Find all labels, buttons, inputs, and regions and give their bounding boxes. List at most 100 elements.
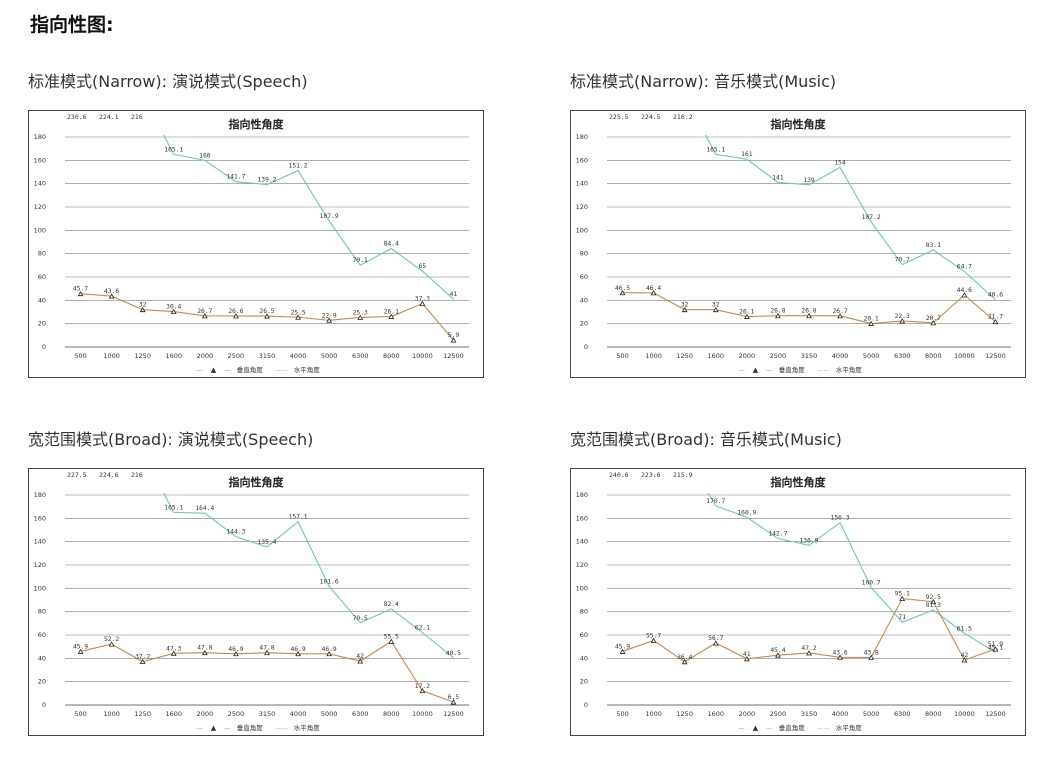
vertical-angle-marker — [775, 312, 781, 319]
x-tick-label: 8000 — [925, 352, 942, 360]
horizontal-value-label: 64.7 — [957, 264, 972, 271]
vertical-angle-marker — [233, 313, 239, 319]
horizontal-value-label: 84.4 — [384, 241, 399, 248]
legend-horizontal-label: 水平角度 — [835, 366, 862, 374]
horizontal-angle-series — [163, 493, 454, 659]
vertical-angle-marker — [899, 595, 906, 601]
x-tick-label: 1000 — [645, 710, 662, 718]
overflow-value-label: 224.5 — [641, 113, 661, 121]
vertical-value-label: 20.7 — [926, 315, 941, 322]
vertical-angle-marker — [806, 650, 812, 656]
vertical-angle-marker — [264, 649, 270, 656]
vertical-value-label: 26.7 — [197, 308, 212, 315]
x-tick-label: 10000 — [412, 710, 433, 718]
x-tick-label: 5000 — [321, 352, 338, 360]
x-tick-label: 4000 — [832, 352, 849, 360]
x-tick-label: 10000 — [954, 710, 975, 718]
x-tick-label: 2000 — [739, 352, 756, 360]
horizontal-value-label: 165.1 — [164, 146, 183, 153]
x-tick-label: 3150 — [801, 352, 818, 360]
vertical-angle-marker — [681, 659, 688, 665]
x-tick-label: 4000 — [832, 710, 849, 718]
vertical-angle-marker — [650, 290, 657, 296]
vertical-value-label: 25.5 — [290, 309, 305, 316]
vertical-value-label: 5.9 — [448, 332, 460, 339]
y-tick-label: 120 — [576, 561, 588, 569]
legend-horizontal-swatch: —— — [816, 366, 830, 374]
vertical-angle-marker — [419, 687, 426, 694]
x-tick-label: 1600 — [165, 352, 182, 360]
y-tick-label: 100 — [576, 226, 588, 234]
chart-title: 指向性角度 — [770, 476, 826, 489]
legend-horizontal-swatch: —— — [274, 724, 288, 732]
horizontal-value-label: 136.9 — [800, 537, 819, 544]
horizontal-value-label: 160.9 — [737, 509, 756, 516]
horizontal-value-label: 40.6 — [988, 292, 1003, 299]
chart-title: 指向性角度 — [770, 118, 826, 131]
chart-svg: 0 20 40 60 80 100 120 140 160 180 500 1000 1250 1600 2… — [576, 133, 1011, 360]
vertical-value-label: 26.7 — [832, 308, 847, 315]
x-tick-label: 12500 — [985, 352, 1006, 360]
y-tick-label: 180 — [576, 133, 588, 141]
chart-panel-broad-speech: 宽范围模式(Broad): 演说模式(Speech) 0 20 40 60 80 100 12… — [28, 426, 484, 736]
chart-frame: 0 20 40 60 80 100 120 140 160 180 500 1000 1250 1600 2… — [570, 468, 1026, 736]
vertical-angle-marker — [837, 313, 843, 319]
y-tick-label: 60 — [38, 273, 46, 281]
y-tick-label: 100 — [34, 226, 46, 234]
vertical-value-label: 92.5 — [926, 594, 941, 601]
vertical-value-label: 46.9 — [228, 646, 243, 653]
overflow-value-label: 224.1 — [99, 113, 119, 121]
horizontal-value-label: 170.7 — [706, 498, 725, 505]
y-tick-label: 20 — [580, 678, 588, 686]
x-tick-label: 6300 — [352, 352, 369, 360]
x-tick-label: 10000 — [412, 352, 433, 360]
y-tick-label: 20 — [38, 678, 46, 686]
x-tick-label: 12500 — [443, 352, 464, 360]
vertical-value-label: 45.9 — [73, 643, 88, 650]
horizontal-value-label: 156.3 — [831, 515, 850, 522]
vertical-value-label: 47.2 — [801, 645, 816, 652]
panel-title: 宽范围模式(Broad): 演说模式(Speech) — [28, 430, 314, 449]
chart-panel-narrow-music: 标准模式(Narrow): 音乐模式(Music) 0 20 40 60 80 100 120… — [570, 68, 1026, 378]
vertical-value-label: 17.2 — [415, 683, 430, 690]
legend-horizontal: —— 水平角度 — [813, 366, 862, 374]
x-tick-label: 2000 — [197, 710, 214, 718]
horizontal-angle-series — [707, 493, 996, 653]
horizontal-value-label: 157.1 — [289, 514, 308, 521]
x-tick-label: 500 — [74, 710, 86, 718]
y-tick-label: 160 — [576, 156, 588, 164]
vertical-angle-marker — [295, 650, 301, 657]
x-tick-label: 1600 — [165, 710, 182, 718]
vertical-angle-marker — [992, 646, 999, 652]
x-tick-label: 2000 — [197, 352, 214, 360]
legend-vertical-swatch: — ▲ — — [738, 724, 773, 732]
y-tick-label: 20 — [38, 320, 46, 328]
horizontal-value-label: 164.4 — [195, 505, 214, 512]
chart-svg: 0 20 40 60 80 100 120 140 160 180 500 1000 1250 1600 2… — [34, 133, 469, 360]
x-tick-label: 5000 — [321, 710, 338, 718]
vertical-value-label: 45.4 — [770, 647, 785, 654]
vertical-value-label: 43.8 — [864, 649, 879, 656]
panel-title: 宽范围模式(Broad): 音乐模式(Music) — [570, 430, 842, 449]
x-tick-label: 500 — [74, 352, 86, 360]
vertical-value-label: 55.7 — [646, 632, 661, 639]
legend-vertical-swatch: — ▲ — — [196, 366, 231, 374]
vertical-angle-marker — [712, 306, 719, 313]
x-tick-label: 5000 — [863, 352, 880, 360]
x-tick-label: 3150 — [259, 710, 276, 718]
vertical-angle-marker — [806, 312, 812, 319]
chart-frame: 0 20 40 60 80 100 120 140 160 180 500 1000 1250 1600 2… — [28, 110, 484, 378]
x-tick-label: 1000 — [645, 352, 662, 360]
legend-vertical-label: 垂直角度 — [236, 366, 263, 374]
vertical-angle-marker — [743, 313, 750, 319]
overflow-value-label: 216 — [131, 113, 143, 121]
horizontal-value-label: 151.2 — [289, 163, 308, 170]
legend-vertical: — ▲ — 垂直角度 — [734, 724, 804, 732]
vertical-value-label: 20.1 — [864, 316, 879, 323]
y-tick-label: 100 — [576, 584, 588, 592]
horizontal-value-label: 100.7 — [862, 580, 881, 587]
vertical-angle-marker — [650, 637, 657, 643]
horizontal-value-label: 135.4 — [258, 539, 277, 546]
horizontal-value-label: 62.1 — [415, 625, 430, 632]
x-tick-label: 2500 — [228, 352, 245, 360]
